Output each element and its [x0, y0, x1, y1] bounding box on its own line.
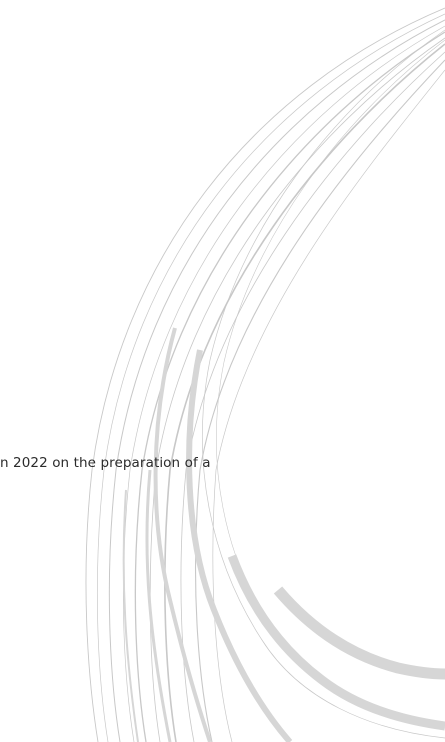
arc-line [202, 29, 445, 739]
arc-line [180, 51, 445, 742]
arc-line [134, 31, 445, 742]
arc-line [149, 37, 445, 742]
arc-band [227, 554, 445, 731]
arc-line [108, 19, 445, 742]
body-text-fragment: n 2022 on the preparation of a [0, 455, 211, 471]
arc-band [186, 349, 293, 742]
arc-line [212, 69, 445, 742]
arc-line [97, 13, 445, 742]
arc-line [216, 39, 445, 729]
arc-line [194, 59, 445, 742]
arc-band [122, 489, 139, 742]
arc-band [145, 469, 172, 742]
arc-band [273, 586, 445, 680]
arc-line [164, 43, 445, 742]
arc-line [85, 7, 445, 742]
arc-line [123, 25, 445, 742]
arc-band [153, 327, 212, 742]
